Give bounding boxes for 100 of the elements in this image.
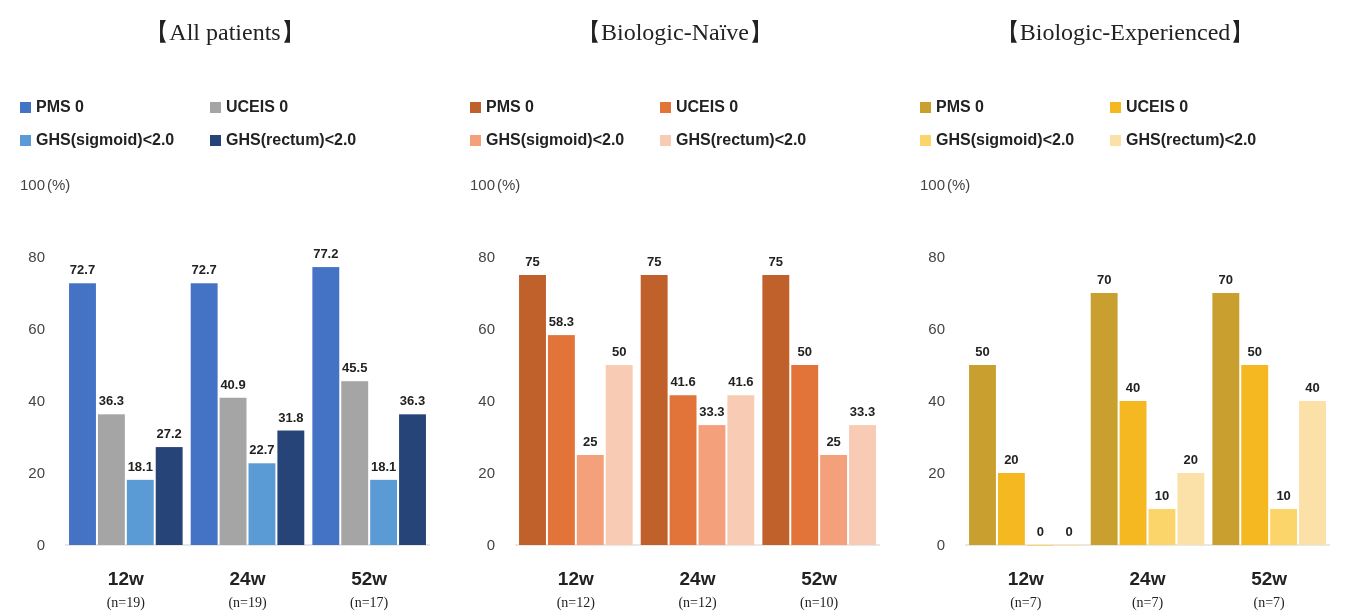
chart-title: 【All patients】 bbox=[145, 19, 305, 45]
bar bbox=[1299, 401, 1326, 545]
bar bbox=[849, 425, 876, 545]
data-label: 75 bbox=[768, 254, 784, 269]
y-tick-label: 20 bbox=[478, 464, 495, 481]
data-label: 70 bbox=[1096, 272, 1112, 287]
data-label: 45.5 bbox=[342, 360, 368, 376]
bar bbox=[547, 335, 575, 545]
data-label: 0 bbox=[1065, 524, 1073, 539]
x-tick-label: 12w (n=12) bbox=[556, 568, 596, 611]
data-label: 50 bbox=[611, 344, 627, 359]
bar bbox=[399, 414, 426, 545]
y-axis-title: (%) bbox=[47, 176, 71, 193]
bar bbox=[576, 455, 604, 545]
data-label: 18.1 bbox=[370, 458, 397, 474]
legend-label: PMS 0 bbox=[36, 98, 85, 115]
data-label: 41.6 bbox=[728, 374, 754, 390]
y-tick-label: 0 bbox=[36, 536, 45, 553]
bar bbox=[1090, 293, 1118, 545]
data-label: 25 bbox=[583, 434, 598, 449]
x-tick-label: 12w (n=7) bbox=[1007, 568, 1045, 611]
legend-label: GHS(rectum)<2.0 bbox=[1126, 131, 1257, 148]
bar bbox=[370, 479, 398, 545]
y-tick-label: 100 bbox=[919, 176, 945, 193]
data-label: 40 bbox=[1305, 380, 1320, 395]
bar bbox=[969, 365, 996, 545]
bar bbox=[1177, 473, 1205, 545]
chart-title: 【Biologic-Experienced】 bbox=[995, 19, 1255, 45]
data-label: 40.9 bbox=[220, 376, 246, 392]
bar bbox=[519, 275, 546, 545]
chart-title: 【Biologic-Naïve】 bbox=[577, 19, 773, 45]
bar bbox=[341, 381, 369, 545]
data-label: 50 bbox=[797, 344, 812, 359]
bar bbox=[1119, 401, 1147, 545]
y-tick-label: 60 bbox=[28, 320, 45, 337]
y-tick-label: 40 bbox=[928, 392, 945, 409]
data-label: 36.3 bbox=[399, 393, 426, 409]
data-label: 18.1 bbox=[127, 458, 153, 474]
bar bbox=[277, 430, 305, 545]
bar bbox=[640, 275, 668, 545]
y-tick-label: 100 bbox=[19, 176, 45, 193]
bar bbox=[791, 365, 819, 545]
data-label: 27.2 bbox=[156, 426, 182, 442]
bar bbox=[997, 473, 1025, 545]
legend-label: GHS(rectum)<2.0 bbox=[226, 131, 357, 148]
data-label: 10 bbox=[1154, 488, 1170, 503]
bar bbox=[190, 283, 218, 545]
bar bbox=[669, 395, 697, 545]
bar bbox=[219, 397, 247, 545]
y-tick-label: 40 bbox=[478, 392, 495, 409]
legend-label: UCEIS 0 bbox=[676, 98, 739, 115]
data-label: 33.3 bbox=[699, 404, 725, 420]
x-tick-label: 24w (n=12) bbox=[678, 568, 717, 611]
bar bbox=[727, 395, 755, 545]
y-tick-label: 0 bbox=[936, 536, 945, 553]
data-label: 72.7 bbox=[69, 262, 96, 278]
y-axis-title: (%) bbox=[497, 176, 521, 193]
data-label: 31.8 bbox=[278, 409, 304, 425]
legend-label: UCEIS 0 bbox=[1126, 98, 1189, 115]
legend-label: PMS 0 bbox=[486, 98, 535, 115]
bar bbox=[1212, 293, 1240, 545]
data-label: 20 bbox=[1004, 452, 1019, 467]
bar bbox=[126, 479, 154, 545]
y-tick-label: 0 bbox=[486, 536, 495, 553]
data-label: 70 bbox=[1218, 272, 1234, 287]
x-tick-label: 24w (n=7) bbox=[1129, 568, 1166, 611]
x-tick-label: 52w (n=7) bbox=[1251, 568, 1288, 611]
data-label: 25 bbox=[826, 434, 841, 449]
bar bbox=[1270, 509, 1298, 545]
legend-label: GHS(sigmoid)<2.0 bbox=[36, 131, 175, 148]
data-label: 20 bbox=[1183, 452, 1199, 467]
bar bbox=[248, 463, 276, 545]
x-tick-label: 24w (n=19) bbox=[228, 568, 267, 611]
y-tick-label: 80 bbox=[478, 248, 495, 265]
x-tick-label: 52w (n=17) bbox=[350, 568, 389, 611]
bar bbox=[155, 447, 183, 545]
data-label: 77.2 bbox=[313, 246, 339, 262]
bar bbox=[69, 283, 96, 545]
data-label: 41.6 bbox=[670, 374, 696, 390]
x-tick-label: 12w (n=19) bbox=[106, 568, 146, 611]
data-label: 0 bbox=[1036, 524, 1044, 539]
y-tick-label: 100 bbox=[469, 176, 495, 193]
x-tick-label: 52w (n=10) bbox=[800, 568, 839, 611]
data-label: 33.3 bbox=[849, 404, 876, 420]
y-tick-label: 60 bbox=[478, 320, 495, 337]
data-label: 40 bbox=[1125, 380, 1141, 395]
y-tick-label: 20 bbox=[928, 464, 945, 481]
y-tick-label: 60 bbox=[928, 320, 945, 337]
data-label: 50 bbox=[1247, 344, 1262, 359]
y-tick-label: 80 bbox=[28, 248, 45, 265]
data-label: 50 bbox=[975, 344, 990, 359]
data-label: 10 bbox=[1276, 488, 1291, 503]
data-label: 22.7 bbox=[249, 442, 275, 458]
legend-label: UCEIS 0 bbox=[226, 98, 289, 115]
bar bbox=[1148, 509, 1176, 545]
bar bbox=[605, 365, 633, 545]
bar bbox=[698, 425, 726, 545]
bar bbox=[762, 275, 790, 545]
data-label: 36.3 bbox=[98, 393, 125, 409]
y-tick-label: 80 bbox=[928, 248, 945, 265]
